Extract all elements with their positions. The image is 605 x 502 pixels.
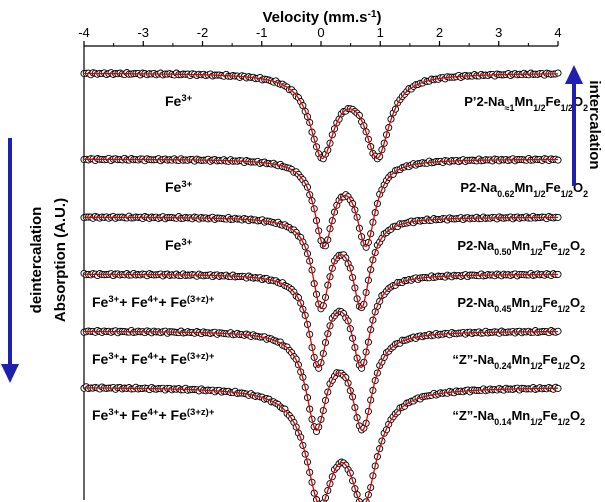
fit-line <box>84 330 558 432</box>
sample-label: P2-Na0.62Mn1/2Fe1/2O2 <box>460 180 588 199</box>
fit-line <box>84 158 558 248</box>
intercalation-arrow-head <box>565 65 583 84</box>
sample-label: “Z”-Na0.14Mn1/2Fe1/2O2 <box>452 408 585 427</box>
deintercalation-arrow-head <box>1 364 19 383</box>
oxidation-state-label: Fe3++ Fe4++ Fe(3+z)+ <box>92 351 215 368</box>
side-annotations: deintercalation Absorption (A.U.) intercal… <box>1 65 603 383</box>
axes: -4 -3 -2 -1 0 1 2 3 4 <box>78 25 562 500</box>
x-tick-label: -1 <box>256 25 268 40</box>
oxidation-state-label: Fe3+ <box>165 237 193 254</box>
x-tick-label: 0 <box>317 25 324 40</box>
sample-label: P2-Na0.45Mn1/2Fe1/2O2 <box>457 295 585 314</box>
x-tick-label: -4 <box>78 25 90 40</box>
data-point <box>554 69 562 77</box>
x-tick-label: 2 <box>436 25 443 40</box>
spectrum <box>80 326 562 436</box>
fit-line <box>84 72 559 160</box>
sample-label: P2-Na0.50Mn1/2Fe1/2O2 <box>457 238 585 257</box>
sample-label: “Z”-Na0.24Mn1/2Fe1/2O2 <box>452 352 585 371</box>
intercalation-label: intercalation <box>586 80 603 169</box>
x-tick-label: -2 <box>197 25 209 40</box>
spectrum <box>80 383 562 502</box>
spectrum <box>80 212 562 313</box>
fit-line <box>83 273 558 369</box>
oxidation-state-label: Fe3+ <box>165 93 193 110</box>
y-axis-title: Absorption (A.U.) <box>52 198 69 322</box>
oxidation-state-label: Fe3+ <box>165 179 193 196</box>
spectrum <box>80 69 562 163</box>
x-tick-label: 3 <box>495 25 502 40</box>
deintercalation-label: deintercalation <box>28 207 45 314</box>
spectrum-labels: Fe3+ P’2-Na≈1Mn1/2Fe1/2O2 Fe3+ P2-Na0.62Mn1… <box>92 93 588 428</box>
fit-line <box>84 387 558 502</box>
x-tick-label: 4 <box>554 25 561 40</box>
spectrum <box>80 269 562 372</box>
fit-line <box>84 216 558 310</box>
spectrum <box>80 154 562 251</box>
sample-label: P’2-Na≈1Mn1/2Fe1/2O2 <box>464 94 588 113</box>
oxidation-state-label: Fe3++ Fe4++ Fe(3+z)+ <box>92 407 215 424</box>
x-tick-label: -3 <box>137 25 149 40</box>
spectra <box>80 69 562 502</box>
x-axis-title: Velocity (mm.s-1) <box>262 9 381 27</box>
x-tick-label: 1 <box>377 25 384 40</box>
oxidation-state-label: Fe3++ Fe4++ Fe(3+z)+ <box>92 294 215 311</box>
